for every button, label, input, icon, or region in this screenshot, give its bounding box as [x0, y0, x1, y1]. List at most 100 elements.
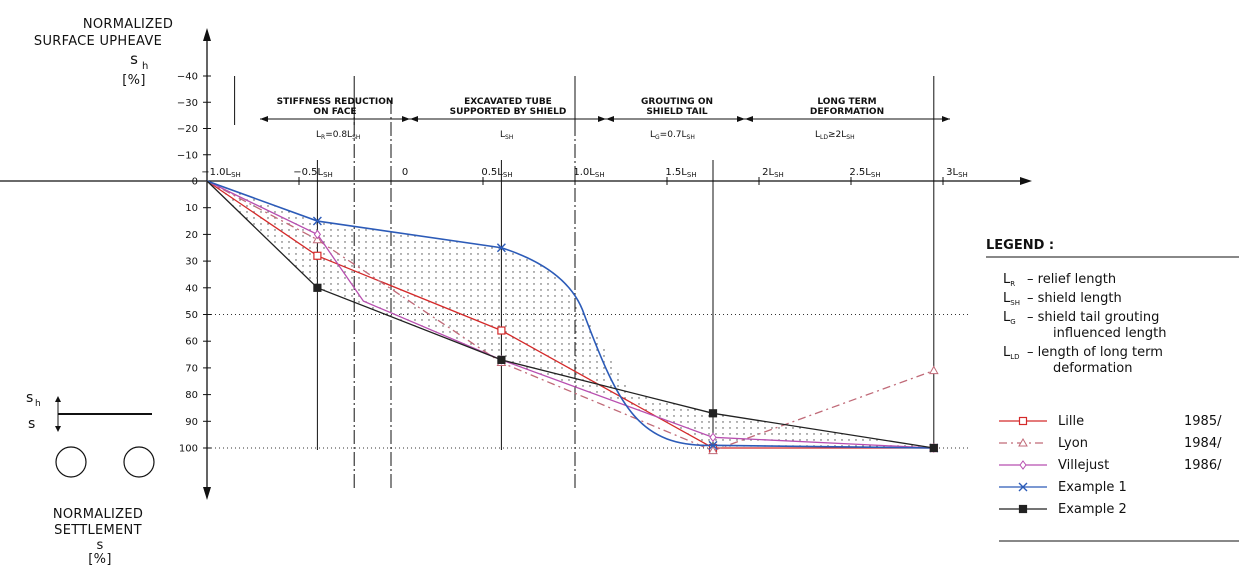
series-line: [206, 180, 934, 449]
legend-year: 1986/: [1184, 458, 1222, 473]
upheave-symbol-sub: h: [142, 61, 148, 72]
y-tick-label: 20: [185, 230, 198, 241]
legend-marker: [1019, 460, 1027, 470]
sketch-upper-symbol: s: [26, 390, 33, 406]
phase-4-title-line2: DEFORMATION: [810, 107, 884, 117]
legend-definition-2: LG – shield tail grouting: [1003, 310, 1159, 326]
legend-item-example-2: Example 2: [999, 502, 1127, 517]
phase-4-title-line1: LONG TERM: [817, 97, 876, 107]
settlement-axis-caption: NORMALIZED SETTLEMENT s [%]: [53, 507, 143, 566]
legend-marker: [1018, 482, 1028, 492]
phase-2-title-line2: SUPPORTED BY SHIELD: [450, 107, 567, 117]
phase-1-title-line1: STIFFNESS REDUCTION: [277, 97, 394, 107]
y-axis-down-arrow-icon: [203, 487, 211, 500]
y-tick-label: 40: [185, 283, 198, 294]
tunnel-right-circle: [123, 446, 155, 478]
phase-1: STIFFNESS REDUCTION ON FACE LR=0.8LSH: [277, 97, 394, 141]
data-point: [497, 355, 506, 364]
phase-4: LONG TERM DEFORMATION LLD≥2LSH: [810, 97, 884, 141]
legend-definition-1: LSH – shield length: [1003, 291, 1122, 307]
x-tick-label: 0: [402, 167, 408, 178]
sketch-up-arrow-icon: [55, 396, 61, 402]
data-point: [496, 243, 506, 253]
x-axis-arrow-icon: [1020, 177, 1032, 185]
y-tick-label: 100: [179, 444, 198, 455]
y-tick-label: 70: [185, 363, 198, 374]
x-tick-label: −0.5LSH: [293, 167, 333, 179]
y-tick-label: 0: [192, 177, 198, 188]
upheave-symbol: s: [130, 50, 138, 68]
data-point: [708, 440, 718, 450]
data-point: [312, 216, 322, 226]
settlement-caption-line2: SETTLEMENT: [54, 523, 142, 538]
x-tick-label: 1.5LSH: [665, 167, 696, 179]
data-point: [497, 326, 506, 335]
legend-label: Example 1: [1058, 480, 1127, 495]
data-point: [313, 251, 322, 260]
legend-item-lille: Lille 1985/: [999, 414, 1222, 429]
phase-arrowheads-icon: [260, 116, 950, 122]
tunnel-left-circle: [55, 446, 87, 478]
legend-label: Example 2: [1058, 502, 1127, 517]
settlement-unit: [%]: [88, 552, 111, 566]
legend-label: Lille: [1058, 414, 1084, 429]
legend-label: Villejust: [1058, 458, 1109, 473]
phase-2-length: LSH: [500, 130, 513, 141]
y-tick-label: 60: [185, 337, 198, 348]
phase-2: EXCAVATED TUBE SUPPORTED BY SHIELD LSH: [450, 97, 567, 141]
legend-year: 1985/: [1184, 414, 1222, 429]
y-tick-label: −20: [177, 124, 198, 135]
settlement-envelope-area: [207, 181, 943, 448]
grid-layer: [207, 76, 970, 490]
data-point: [313, 229, 322, 240]
legend-marker: [1018, 437, 1028, 447]
phase-2-title-line1: EXCAVATED TUBE: [464, 97, 552, 107]
phase-header: STIFFNESS REDUCTION ON FACE LR=0.8LSH EX…: [260, 97, 950, 141]
x-tick-label: 1.0LSH: [573, 167, 604, 179]
series-example-2: [206, 180, 938, 453]
phase-3-title-line1: GROUTING ON: [641, 97, 713, 107]
y-tick-label: 10: [185, 203, 198, 214]
phase-1-title-line2: ON FACE: [313, 107, 356, 117]
y-tick-label: −40: [177, 72, 198, 83]
y-tick-label: −10: [177, 150, 198, 161]
x-tick-label: 2LSH: [762, 167, 784, 179]
legend-item-villejust: Villejust 1986/: [999, 458, 1222, 473]
phase-3-title-line2: SHIELD TAIL: [646, 107, 708, 117]
y-tick-label: 80: [185, 390, 198, 401]
y-axis-up-arrow-icon: [203, 28, 211, 41]
legend-item-lyon: Lyon 1984/: [999, 436, 1222, 451]
data-point: [312, 234, 323, 244]
axes-layer: −40 −30 −20 −10 0 10 20 30 40 50 60 70 80 90 100 −1.0LS…: [0, 28, 1032, 500]
y-tick-label: 30: [185, 257, 198, 268]
phase-1-length: LR=0.8LSH: [316, 130, 360, 141]
settlement-symbol: s: [96, 538, 103, 553]
sketch-down-arrow-icon: [55, 426, 61, 432]
legend-item-example-1: Example 1: [999, 480, 1127, 495]
sign-sketch: s h s: [26, 390, 155, 478]
y-tick-label: 90: [185, 417, 198, 428]
sketch-upper-sub: h: [35, 399, 41, 409]
upheave-caption-line1: NORMALIZED: [83, 17, 173, 32]
upheave-caption-line2: SURFACE UPHEAVE: [34, 34, 162, 49]
legend-definition-0: LR – relief length: [1003, 272, 1116, 288]
upheave-unit: [%]: [122, 73, 145, 88]
phase-3-length: LG=0.7LSH: [650, 130, 695, 141]
series-line: [206, 180, 934, 449]
data-point: [709, 432, 717, 443]
data-point: [708, 409, 718, 418]
legend-definition-3-cont: deformation: [1053, 361, 1132, 376]
legend-marker: [1018, 416, 1028, 426]
data-point: [708, 445, 718, 455]
data-point: [928, 365, 939, 375]
data-point: [929, 443, 938, 453]
settlement-caption-line1: NORMALIZED: [53, 507, 143, 522]
legend-definition-3: LLD – length of long term: [1003, 345, 1163, 361]
legend-year: 1984/: [1184, 436, 1222, 451]
x-tick-label: 2.5LSH: [849, 167, 880, 179]
x-tick-label: 3LSH: [946, 167, 968, 179]
phase-4-length: LLD≥2LSH: [815, 130, 855, 141]
x-tick-label: 0.5LSH: [481, 167, 512, 179]
x-tick-label: −1.0LSH: [201, 167, 241, 179]
